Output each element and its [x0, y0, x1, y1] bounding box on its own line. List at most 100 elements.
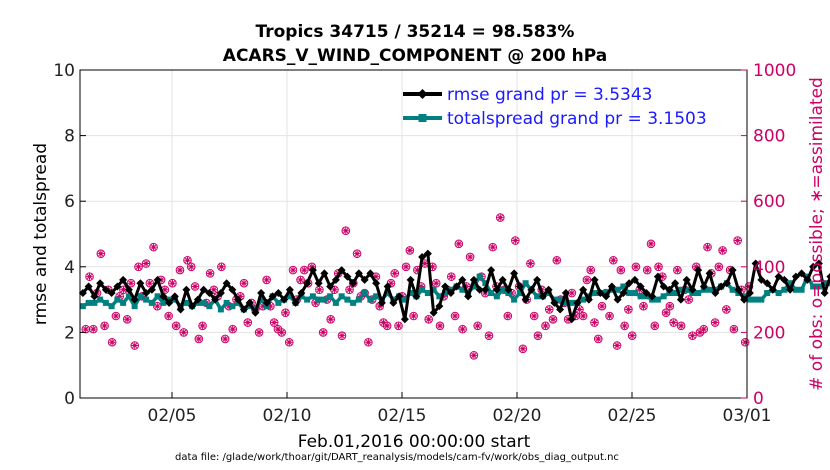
obs-assimilated-marker [666, 302, 674, 310]
obs-marker [518, 344, 528, 354]
rmse-point [481, 285, 490, 294]
obs-assimilated-marker [693, 263, 700, 270]
obs-assimilated-marker [282, 309, 289, 316]
rmse-point [124, 285, 133, 294]
obs-marker [315, 285, 324, 295]
rmse-point [659, 282, 668, 291]
obs-assimilated-marker [312, 299, 319, 307]
totalspread-point [286, 293, 293, 300]
obs-assimilated-marker [711, 319, 719, 326]
rmse-point [285, 285, 294, 294]
rmse-point [251, 308, 260, 317]
obs-possible-marker [544, 305, 554, 314]
totalspread-point [419, 286, 426, 293]
obs-possible-marker [243, 318, 253, 327]
rmse-point [602, 292, 611, 301]
rmse-point [343, 272, 352, 281]
obs-possible-marker [296, 275, 305, 285]
rmse-point [607, 282, 616, 291]
rmse-point [331, 275, 340, 284]
obs-possible-marker [85, 272, 94, 281]
obs-assimilated-marker [372, 273, 380, 280]
obs-marker [435, 321, 445, 331]
totalspread-point [792, 286, 799, 293]
rmse-point [366, 269, 375, 278]
totalspread-point [309, 293, 316, 300]
obs-marker [88, 324, 98, 334]
obs-marker [593, 334, 603, 344]
rmse-point [423, 249, 432, 258]
obs-possible-marker [141, 259, 151, 268]
rmse-point [446, 289, 455, 298]
plot-area [80, 70, 747, 398]
totalspread-point [229, 303, 236, 310]
totalspread-point [315, 296, 322, 303]
obs-marker [469, 351, 479, 360]
rmse-point [377, 298, 386, 307]
totalspread-point [677, 286, 684, 293]
obs-assimilated-marker [365, 339, 372, 346]
obs-marker [699, 324, 709, 334]
right-tick-label-1: 200 [753, 323, 785, 343]
totalspread-point [758, 296, 765, 303]
rmse-point [400, 315, 409, 324]
obs-possible-marker [228, 324, 238, 334]
obs-possible-marker [111, 311, 121, 321]
rmse-point [590, 275, 599, 284]
obs-assimilated-marker [504, 312, 512, 320]
obs-marker [81, 324, 91, 334]
right-y-axis: 0 200 400 600 800 1000 [741, 61, 796, 409]
obs-marker [488, 242, 498, 252]
rmse-point [308, 266, 317, 275]
totalspread-point [557, 296, 564, 303]
rmse-point [136, 279, 145, 288]
rmse-point [182, 285, 191, 294]
obs-assimilated-marker [610, 257, 617, 264]
obs-assimilated-marker [617, 266, 625, 274]
totalspread-point [91, 299, 98, 306]
totalspread-point [752, 296, 759, 303]
obs-possible-marker [96, 249, 106, 258]
totalspread-point [373, 293, 380, 300]
obs-assimilated-marker [474, 322, 481, 330]
rmse-point [291, 298, 300, 307]
obs-possible-marker [450, 311, 460, 321]
rmse-point [418, 252, 427, 261]
obs-possible-marker [284, 337, 294, 347]
obs-marker [168, 278, 177, 288]
rmse-point [533, 275, 542, 284]
totalspread-point [223, 299, 230, 306]
rmse-point [682, 275, 691, 284]
obs-assimilated-marker [730, 325, 738, 333]
obs-possible-marker [194, 334, 204, 344]
obs-marker [277, 328, 287, 337]
rmse-point [688, 285, 697, 294]
obs-marker [85, 272, 94, 281]
obs-assimilated-marker [135, 263, 142, 270]
obs-assimilated-marker [218, 263, 225, 270]
obs-assimilated-marker [131, 342, 138, 349]
rmse-point [228, 285, 237, 294]
obs-possible-marker [326, 314, 335, 324]
obs-assimilated-marker [116, 293, 123, 300]
obs-possible-marker [740, 337, 750, 347]
obs-assimilated-marker [459, 325, 466, 333]
obs-assimilated-marker [689, 332, 696, 339]
rmse-point [803, 275, 812, 284]
obs-possible-marker [661, 308, 671, 318]
rmse-series [78, 249, 830, 324]
obs-marker [552, 255, 562, 265]
obs-marker [96, 249, 106, 258]
totalspread-point [798, 286, 805, 293]
obs-possible-marker [627, 331, 637, 340]
rmse-point [820, 289, 829, 298]
obs-marker [722, 305, 731, 314]
obs-marker [597, 301, 607, 311]
rmse-point [705, 269, 714, 278]
obs-assimilated-marker [244, 319, 251, 326]
obs-assimilated-marker [429, 263, 436, 270]
obs-assimilated-marker [161, 286, 169, 293]
obs-assimilated-marker [338, 332, 346, 339]
obs-marker [345, 285, 354, 295]
obs-marker [710, 318, 720, 327]
